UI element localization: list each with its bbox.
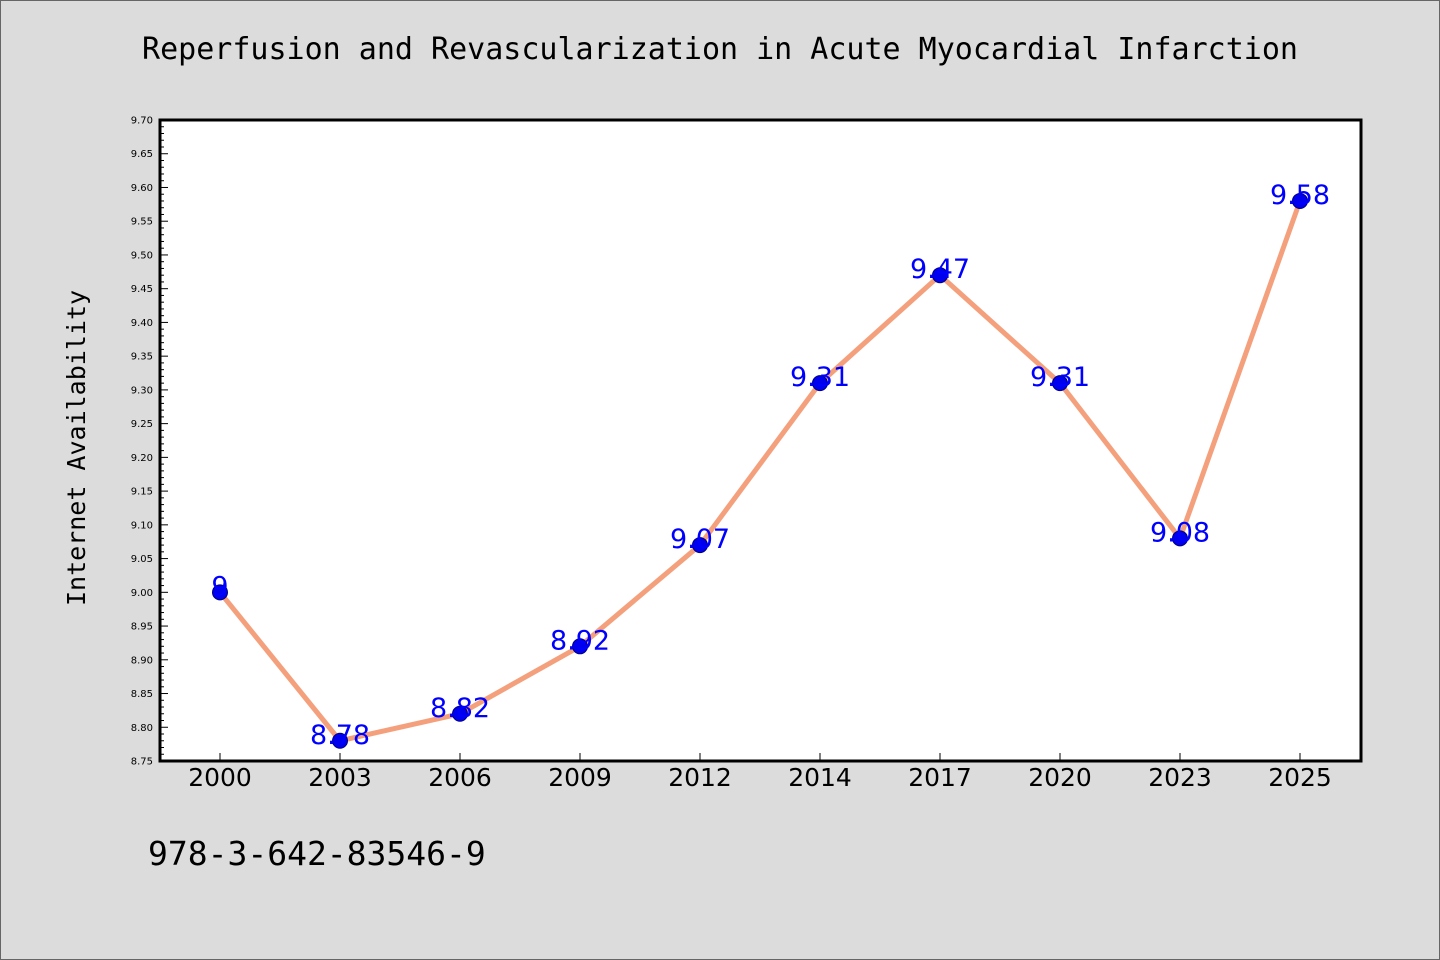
y-tick-label: 9.55 — [131, 217, 153, 228]
y-tick-label: 9.50 — [131, 250, 153, 261]
series-markers — [212, 192, 1308, 749]
y-tick-label: 9.40 — [131, 318, 153, 329]
data-point — [1292, 192, 1308, 209]
data-label: 8.78 — [310, 720, 370, 751]
data-point — [572, 638, 588, 655]
y-tick-label: 9.20 — [131, 453, 153, 464]
y-axis-ticks: 8.75 8.80 8.85 8.90 8.95 9.00 9.05 9.10 9.15 9.20… — [131, 116, 168, 768]
data-label: 9.31 — [790, 362, 850, 393]
y-tick-label: 9.25 — [131, 419, 153, 430]
series-line — [217, 198, 1303, 744]
data-label: 9 — [211, 571, 228, 602]
x-tick-label: 2000 — [188, 763, 252, 792]
y-tick-label: 9.45 — [131, 284, 153, 295]
y-tick-label: 8.75 — [131, 757, 153, 768]
y-tick-label: 9.05 — [131, 554, 153, 565]
y-axis-label: Internet Availability — [62, 290, 91, 606]
y-tick-label: 9.00 — [131, 588, 153, 599]
data-point — [1052, 375, 1068, 392]
data-label: 8.82 — [430, 693, 490, 724]
x-tick-label: 2012 — [668, 763, 732, 792]
data-point — [692, 537, 708, 554]
data-label: 8.92 — [550, 625, 610, 656]
y-tick-label: 9.70 — [131, 116, 153, 127]
data-point — [1172, 530, 1188, 547]
data-point — [332, 732, 348, 749]
x-tick-label: 2014 — [788, 763, 852, 792]
y-tick-label: 8.80 — [131, 723, 153, 734]
x-tick-label: 2006 — [428, 763, 492, 792]
series-line-group — [217, 198, 1303, 744]
chart-title: Reperfusion and Revascularization in Acu… — [142, 32, 1298, 67]
plot-area — [158, 118, 1363, 763]
x-tick-label: 2003 — [308, 763, 372, 792]
x-tick-label: 2023 — [1148, 763, 1212, 792]
data-label: 9.08 — [1150, 517, 1210, 548]
data-point — [932, 267, 948, 284]
y-tick-label: 8.90 — [131, 655, 153, 666]
x-tick-label: 2025 — [1268, 763, 1332, 792]
y-tick-label: 9.60 — [131, 183, 153, 194]
x-axis-ticks: 2000 2003 2006 2009 2012 2014 2017 2020 2023 2025 — [188, 753, 1332, 792]
y-tick-label: 9.65 — [131, 149, 153, 160]
x-tick-label: 2017 — [908, 763, 972, 792]
y-tick-label: 8.95 — [131, 622, 153, 633]
data-point — [212, 584, 228, 601]
y-tick-label: 9.15 — [131, 487, 153, 498]
y-tick-label: 9.10 — [131, 520, 153, 531]
data-label: 9.47 — [910, 254, 970, 285]
data-label: 9.31 — [1030, 362, 1090, 393]
data-label: 9.07 — [670, 524, 730, 555]
x-tick-label: 2020 — [1028, 763, 1092, 792]
data-labels: 9 8.78 8.82 8.92 9.07 9.31 9.47 9.31 9.08 9.58 — [211, 180, 1330, 751]
y-tick-label: 8.85 — [131, 689, 153, 700]
data-point — [812, 375, 828, 392]
data-label: 9.58 — [1270, 180, 1330, 211]
y-tick-label: 9.30 — [131, 385, 153, 396]
data-point — [452, 705, 468, 722]
x-tick-label: 2009 — [548, 763, 612, 792]
footer-identifier: 978-3-642-83546-9 — [148, 834, 486, 873]
y-tick-label: 9.35 — [131, 352, 153, 363]
